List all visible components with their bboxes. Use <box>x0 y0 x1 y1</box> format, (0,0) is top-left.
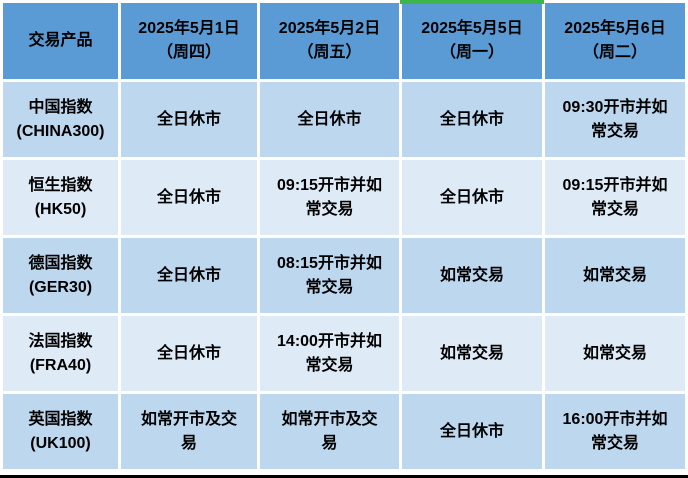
schedule-cell: 如常交易 <box>545 316 685 391</box>
date-label: 2025年5月5日 <box>421 20 523 37</box>
schedule-cell: 如常交易 <box>402 238 542 313</box>
schedule-cell: 全日休市 <box>402 82 542 157</box>
product-name: 法国指数 <box>28 332 93 350</box>
header-date-may2: 2025年5月2日 （周五） <box>260 3 399 79</box>
product-code: (CHINA300) <box>16 122 105 140</box>
product-name: 德国指数 <box>28 254 93 272</box>
product-cell: 恒生指数 (HK50) <box>3 160 118 235</box>
product-cell: 中国指数 (CHINA300) <box>3 82 118 157</box>
schedule-cell: 全日休市 <box>121 316 257 391</box>
schedule-cell: 全日休市 <box>402 160 542 235</box>
schedule-cell: 09:15开市并如常交易 <box>545 160 685 235</box>
weekday-label: （周一） <box>439 44 504 61</box>
header-product: 交易产品 <box>3 3 118 79</box>
weekday-label: （周四） <box>156 44 221 61</box>
schedule-cell: 如常交易 <box>545 238 685 313</box>
product-cell: 德国指数 (GER30) <box>3 238 118 313</box>
schedule-cell: 如常开市及交易 <box>121 394 257 469</box>
product-name: 中国指数 <box>28 98 93 116</box>
weekday-label: （周二） <box>582 44 647 61</box>
table-row-uk100: 英国指数 (UK100) 如常开市及交易 如常开市及交易 全日休市 16:00开… <box>3 394 685 469</box>
schedule-cell: 如常开市及交易 <box>260 394 399 469</box>
table-row-china300: 中国指数 (CHINA300) 全日休市 全日休市 全日休市 09:30开市并如… <box>3 82 685 157</box>
date-label: 2025年5月6日 <box>564 20 666 37</box>
schedule-cell: 如常交易 <box>402 316 542 391</box>
header-row: 交易产品 2025年5月1日 （周四） 2025年5月2日 （周五） 2025年… <box>3 3 685 79</box>
highlighted-column-bar <box>400 0 544 4</box>
table-row-hk50: 恒生指数 (HK50) 全日休市 09:15开市并如常交易 全日休市 09:15… <box>3 160 685 235</box>
header-date-may5: 2025年5月5日 （周一） <box>402 3 542 79</box>
date-label: 2025年5月2日 <box>278 20 381 37</box>
schedule-cell: 全日休市 <box>121 82 257 157</box>
product-cell: 法国指数 (FRA40) <box>3 316 118 391</box>
product-name: 英国指数 <box>28 410 93 428</box>
product-code: (GER30) <box>28 278 93 296</box>
schedule-cell: 全日休市 <box>121 238 257 313</box>
schedule-cell: 09:15开市并如常交易 <box>260 160 399 235</box>
weekday-label: （周五） <box>297 44 362 61</box>
table-row-fra40: 法国指数 (FRA40) 全日休市 14:00开市并如常交易 如常交易 如常交易 <box>3 316 685 391</box>
date-label: 2025年5月1日 <box>138 20 240 37</box>
schedule-cell: 14:00开市并如常交易 <box>260 316 399 391</box>
schedule-cell: 全日休市 <box>402 394 542 469</box>
schedule-cell: 全日休市 <box>260 82 399 157</box>
product-code: (FRA40) <box>29 356 92 374</box>
product-code: (HK50) <box>34 200 87 218</box>
table-row-ger30: 德国指数 (GER30) 全日休市 08:15开市并如常交易 如常交易 如常交易 <box>3 238 685 313</box>
product-code: (UK100) <box>30 434 91 452</box>
header-product-label: 交易产品 <box>28 32 93 49</box>
schedule-cell: 16:00开市并如常交易 <box>545 394 685 469</box>
product-cell: 英国指数 (UK100) <box>3 394 118 469</box>
header-date-may1: 2025年5月1日 （周四） <box>121 3 257 79</box>
schedule-cell: 09:30开市并如常交易 <box>545 82 685 157</box>
header-date-may6: 2025年5月6日 （周二） <box>545 3 685 79</box>
schedule-cell: 08:15开市并如常交易 <box>260 238 399 313</box>
schedule-cell: 全日休市 <box>121 160 257 235</box>
product-name: 恒生指数 <box>28 176 93 194</box>
